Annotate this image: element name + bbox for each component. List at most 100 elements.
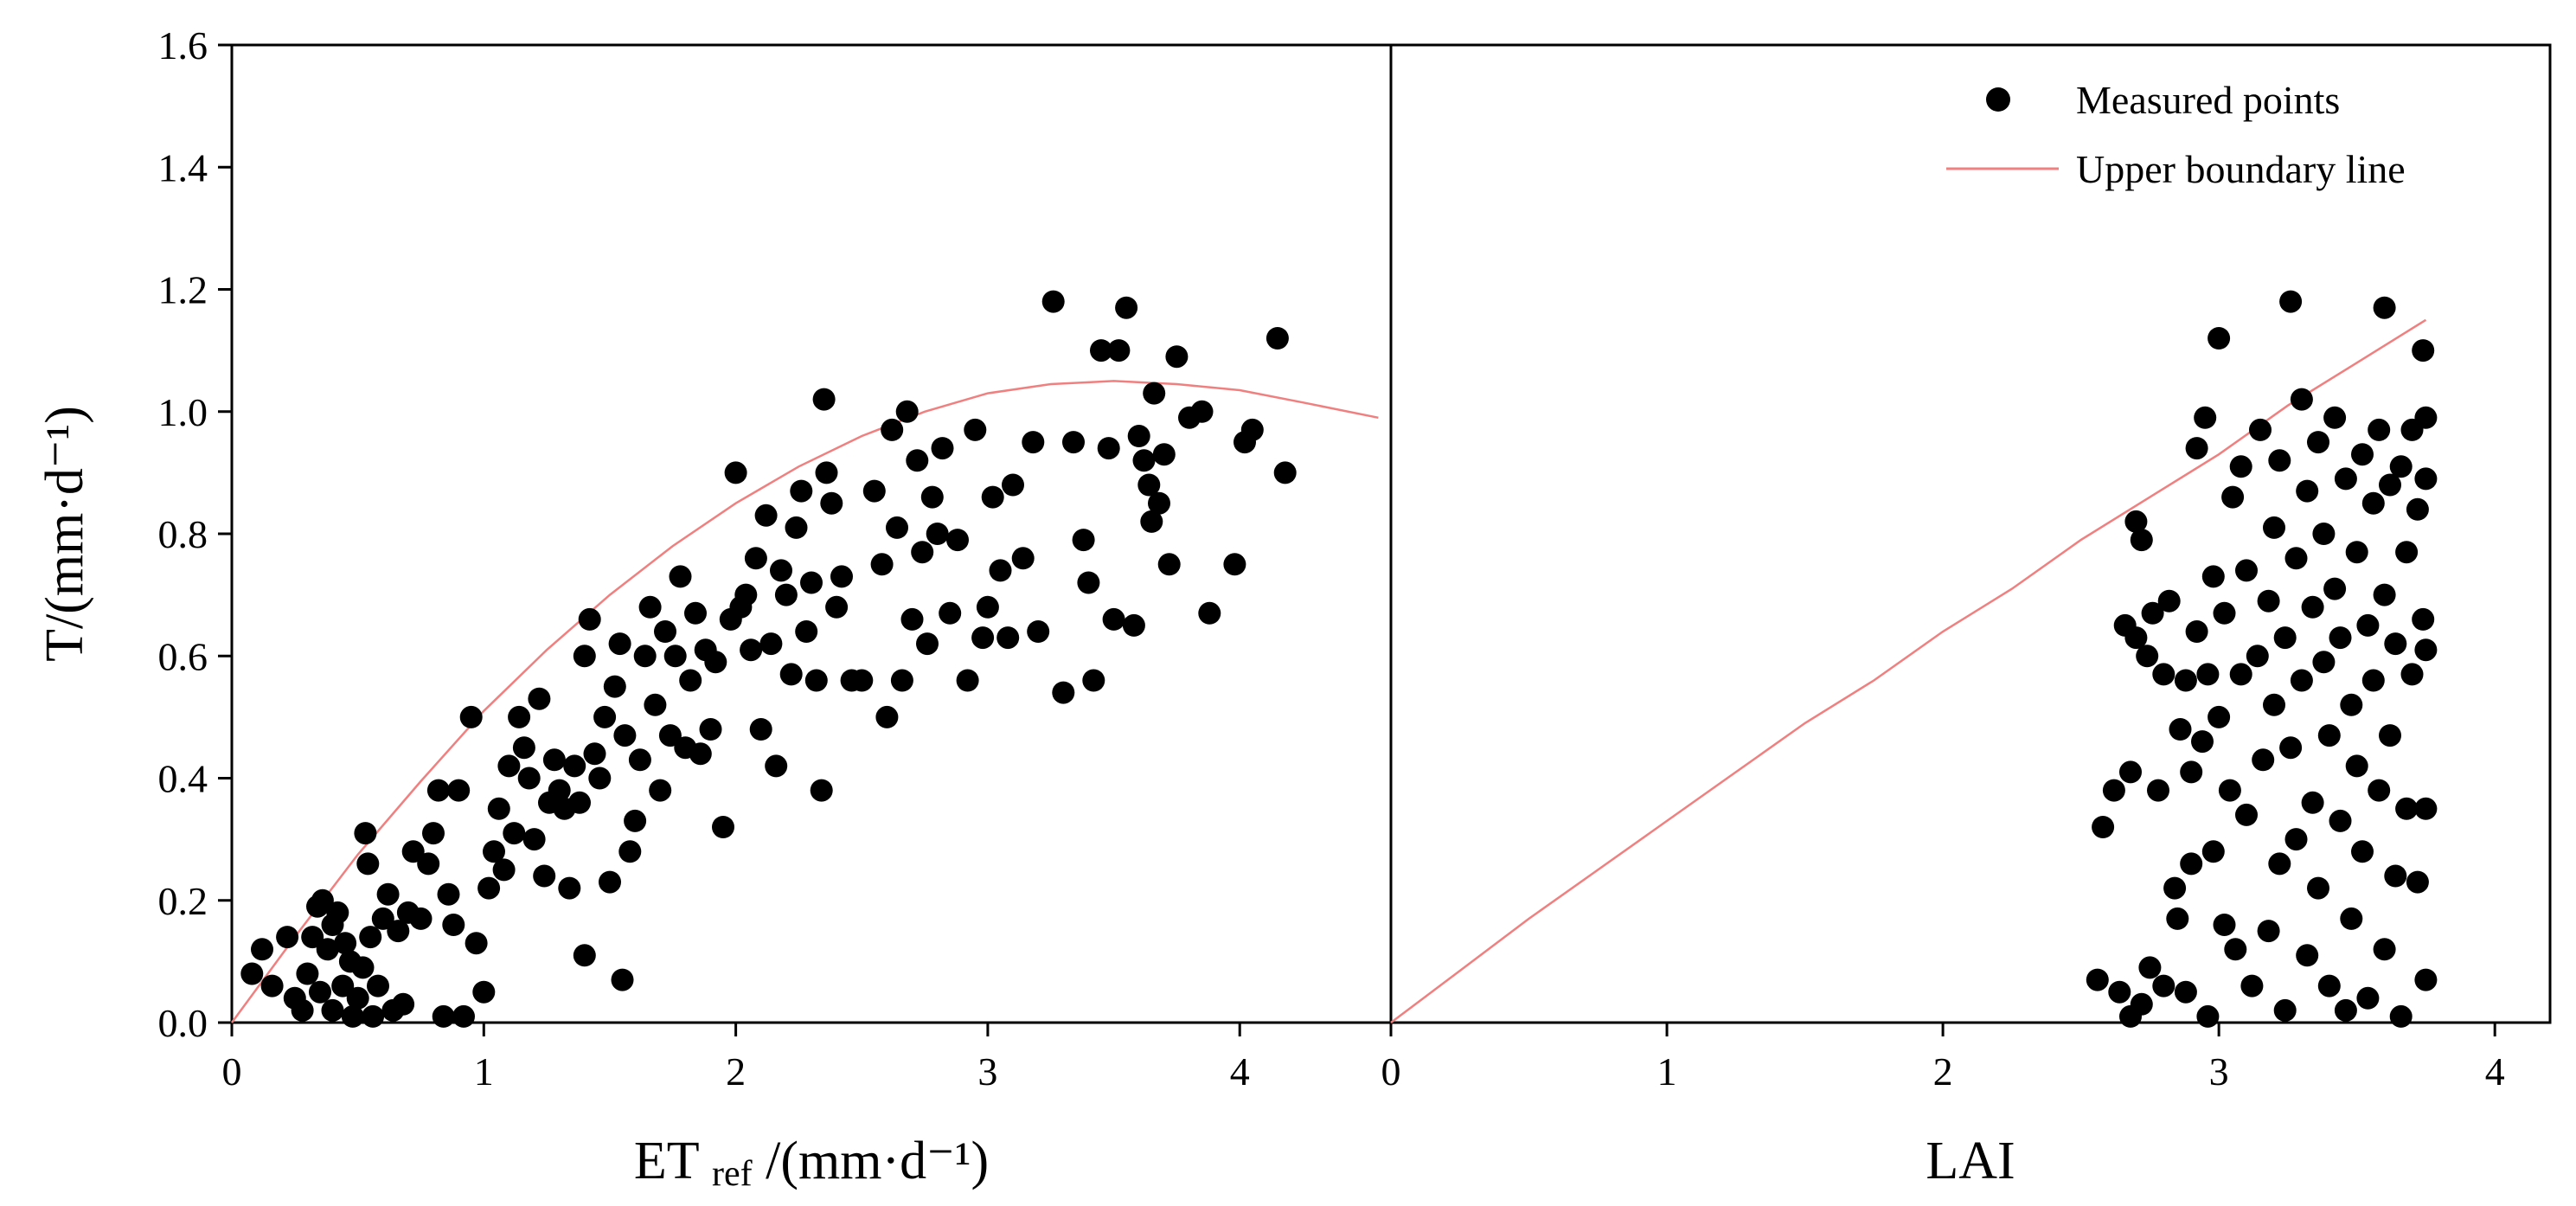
data-point-p1-55	[2273, 998, 2297, 1022]
data-point-p0-63	[568, 791, 591, 814]
data-point-p0-58	[542, 748, 566, 772]
data-point-p0-91	[699, 718, 722, 741]
data-point-p0-80	[644, 693, 667, 716]
x-tick-label-p1-2: 2	[1933, 1049, 1953, 1094]
data-point-p0-18	[341, 1004, 364, 1028]
data-point-p0-147	[1041, 290, 1065, 313]
upper-boundary-line-p1	[1390, 318, 2427, 1023]
data-point-p0-122	[875, 705, 899, 728]
data-point-p1-1	[2092, 816, 2115, 838]
data-point-p1-23	[2180, 852, 2203, 876]
data-point-p1-2	[2102, 779, 2125, 802]
data-point-p1-9	[2130, 992, 2153, 1016]
data-point-p0-145	[1022, 431, 1045, 454]
data-point-p1-20	[2169, 718, 2192, 741]
data-point-p0-115	[820, 491, 843, 515]
data-point-p1-16	[2152, 974, 2176, 998]
y-axis-title: T/(mm·d⁻¹)	[35, 406, 94, 662]
data-point-p1-93	[2379, 724, 2401, 747]
data-point-p0-132	[926, 523, 949, 545]
data-point-p0-117	[830, 565, 853, 588]
data-point-p0-144	[1011, 547, 1035, 570]
data-point-p0-161	[1137, 473, 1161, 497]
data-point-p0-102	[759, 632, 783, 656]
data-point-p1-66	[2307, 431, 2329, 454]
data-point-p1-42	[2235, 803, 2258, 826]
data-point-p1-37	[2218, 779, 2241, 802]
data-point-p0-106	[779, 663, 803, 686]
data-point-p1-87	[2361, 669, 2385, 692]
data-point-p1-77	[2334, 467, 2357, 491]
data-point-p1-62	[2296, 944, 2319, 967]
data-point-p1-15	[2152, 663, 2176, 686]
data-point-p1-45	[2246, 645, 2269, 668]
data-point-p0-113	[812, 388, 836, 411]
data-point-p1-48	[2257, 589, 2280, 613]
data-point-p0-59	[548, 779, 571, 802]
data-point-p0-51	[508, 705, 531, 728]
data-point-p0-0	[240, 962, 264, 985]
y-tick-label-7: 1.4	[158, 145, 208, 189]
data-point-p0-66	[578, 607, 601, 631]
data-point-p1-83	[2351, 840, 2374, 863]
data-point-p0-49	[497, 754, 521, 778]
data-point-p0-78	[633, 645, 657, 668]
data-point-p1-50	[2263, 516, 2285, 539]
data-point-p0-61	[558, 876, 581, 900]
data-point-p1-63	[2296, 479, 2319, 503]
data-point-p0-53	[517, 767, 541, 790]
data-point-p1-11	[2136, 645, 2159, 668]
data-point-p0-48	[492, 858, 516, 882]
y-tick-label-8: 1.6	[158, 23, 208, 67]
data-point-p0-11	[316, 938, 339, 961]
data-point-p0-128	[906, 449, 929, 472]
data-point-p0-84	[663, 645, 687, 668]
data-point-p0-72	[608, 632, 631, 656]
data-point-p0-165	[1152, 443, 1176, 466]
data-point-p0-29	[387, 920, 410, 943]
data-point-p0-116	[825, 595, 849, 619]
data-point-p1-32	[2201, 565, 2225, 588]
y-tick-label-5: 1.0	[158, 390, 208, 434]
data-point-p0-134	[939, 601, 962, 625]
data-point-p0-119	[850, 669, 874, 692]
data-point-p0-125	[890, 669, 913, 692]
data-point-p0-56	[533, 864, 556, 888]
data-point-p0-9	[309, 980, 331, 1004]
data-point-p0-52	[512, 736, 535, 760]
data-point-p0-131	[920, 485, 944, 509]
data-point-p1-7	[2124, 626, 2148, 650]
data-point-p1-56	[2279, 290, 2303, 313]
data-point-p0-24	[362, 1004, 385, 1028]
data-point-p0-35	[422, 822, 445, 845]
y-tick-label-6: 1.2	[158, 268, 208, 312]
data-point-p1-100	[2395, 797, 2419, 820]
data-point-p0-98	[740, 638, 763, 662]
data-point-p0-71	[603, 675, 626, 698]
data-point-p0-23	[359, 926, 382, 949]
data-point-p1-6	[2119, 760, 2142, 784]
data-point-p1-89	[2368, 418, 2391, 441]
data-point-p0-37	[432, 1004, 455, 1028]
y-tick-label-3: 0.6	[158, 634, 208, 678]
data-point-p0-42	[459, 705, 483, 728]
y-tick-label-4: 0.8	[158, 512, 208, 556]
data-point-p0-93	[712, 816, 734, 838]
data-point-p0-81	[649, 779, 672, 802]
data-point-p0-166	[1157, 553, 1181, 576]
data-point-p1-96	[2384, 632, 2407, 656]
data-point-p1-35	[2213, 914, 2236, 936]
data-point-p1-0	[2086, 968, 2109, 991]
data-point-p1-85	[2356, 986, 2380, 1010]
data-point-p0-34	[417, 852, 440, 876]
data-point-p1-110	[2414, 638, 2438, 662]
axis-titles: T/(mm·d⁻¹) ET ref /(mm·d⁻¹) LAI	[35, 406, 2015, 1194]
data-point-p0-2	[260, 974, 284, 998]
x-tick-label-p1-0: 0	[1381, 1049, 1401, 1094]
data-point-p0-41	[452, 1004, 475, 1028]
legend: Measured points Upper boundary line	[1946, 78, 2406, 191]
data-point-p1-104	[2406, 870, 2429, 894]
data-point-p0-5	[291, 998, 314, 1022]
data-point-p1-30	[2196, 663, 2220, 686]
